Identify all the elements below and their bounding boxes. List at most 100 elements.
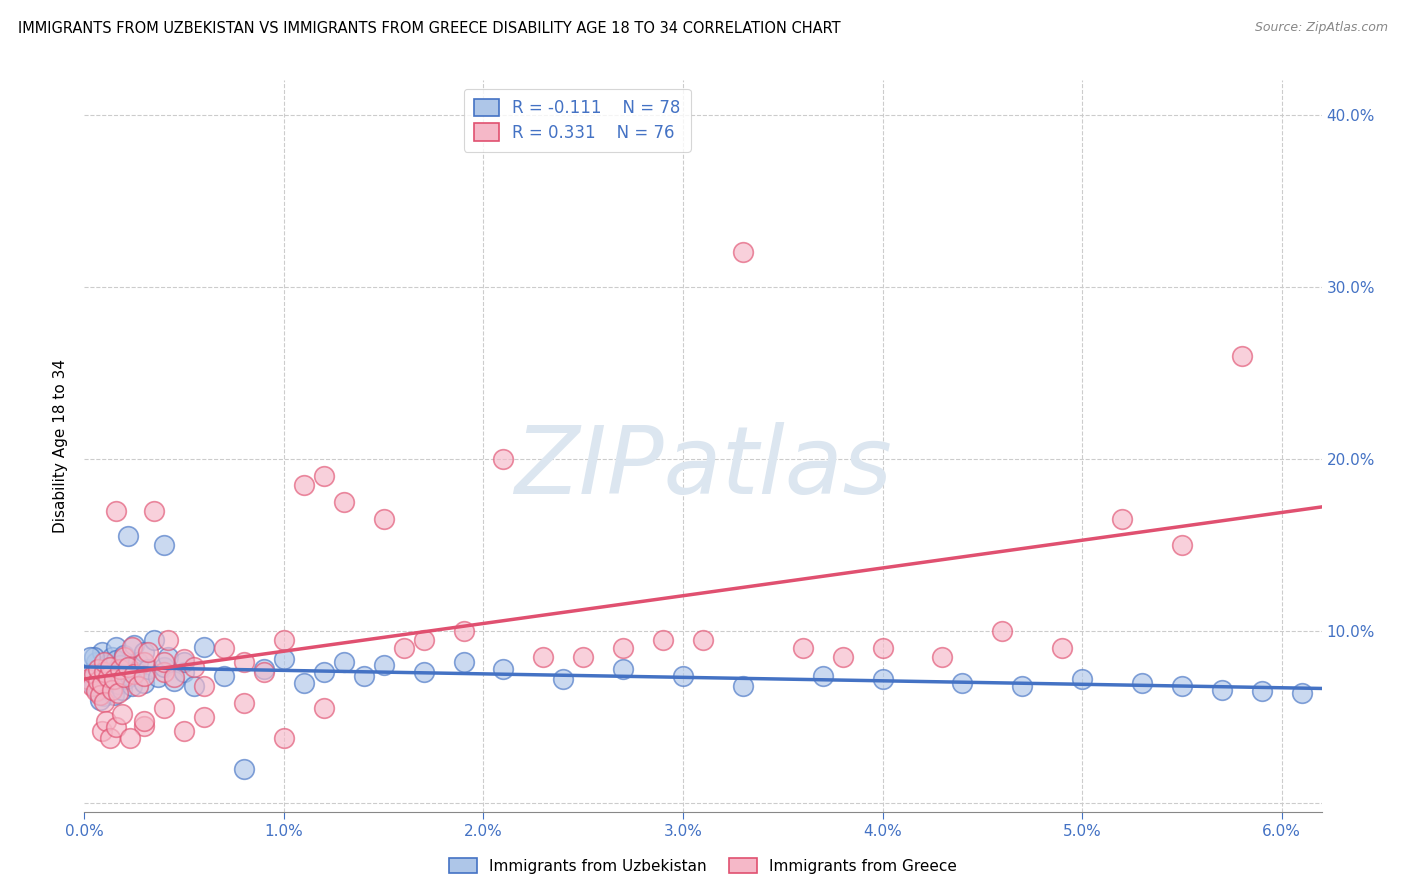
Point	[93, 665, 115, 680]
Point	[134, 719, 156, 733]
Point	[110, 671, 132, 685]
Point	[93, 655, 115, 669]
Point	[831, 649, 853, 664]
Point	[110, 658, 132, 673]
Text: Source: ZipAtlas.com: Source: ZipAtlas.com	[1254, 21, 1388, 34]
Point	[121, 679, 143, 693]
Point	[97, 669, 120, 683]
Point	[233, 696, 256, 710]
Point	[111, 706, 134, 721]
Point	[531, 649, 554, 664]
Point	[79, 649, 101, 664]
Point	[173, 665, 195, 680]
Point	[120, 669, 142, 683]
Point	[872, 672, 894, 686]
Point	[87, 662, 110, 676]
Point	[143, 632, 166, 647]
Point	[127, 679, 149, 693]
Point	[1171, 679, 1194, 693]
Point	[412, 665, 434, 680]
Point	[333, 655, 356, 669]
Legend: Immigrants from Uzbekistan, Immigrants from Greece: Immigrants from Uzbekistan, Immigrants f…	[443, 852, 963, 880]
Point	[117, 529, 139, 543]
Point	[93, 665, 115, 680]
Point	[253, 662, 276, 676]
Point	[89, 673, 111, 688]
Point	[373, 658, 395, 673]
Point	[134, 669, 156, 683]
Point	[122, 667, 145, 681]
Point	[83, 649, 105, 664]
Point	[101, 660, 124, 674]
Point	[692, 632, 714, 647]
Point	[93, 677, 115, 691]
Point	[122, 638, 145, 652]
Point	[98, 681, 121, 695]
Point	[83, 679, 105, 693]
Legend: R = -0.111    N = 78, R = 0.331    N = 76: R = -0.111 N = 78, R = 0.331 N = 76	[464, 88, 690, 152]
Point	[89, 688, 111, 702]
Point	[89, 693, 111, 707]
Point	[373, 512, 395, 526]
Point	[1171, 538, 1194, 552]
Point	[183, 660, 205, 674]
Point	[163, 673, 186, 688]
Point	[1211, 682, 1233, 697]
Point	[273, 651, 295, 665]
Point	[77, 667, 100, 681]
Point	[136, 645, 159, 659]
Text: ZIPatlas: ZIPatlas	[515, 423, 891, 514]
Point	[173, 655, 195, 669]
Point	[103, 664, 125, 678]
Point	[91, 677, 114, 691]
Point	[792, 641, 814, 656]
Point	[112, 649, 135, 664]
Point	[453, 624, 475, 638]
Point	[86, 684, 108, 698]
Point	[98, 671, 121, 685]
Point	[652, 632, 675, 647]
Point	[173, 723, 195, 738]
Point	[453, 655, 475, 669]
Point	[91, 723, 114, 738]
Point	[112, 662, 135, 676]
Point	[111, 682, 134, 697]
Point	[731, 245, 754, 260]
Point	[77, 672, 100, 686]
Text: IMMIGRANTS FROM UZBEKISTAN VS IMMIGRANTS FROM GREECE DISABILITY AGE 18 TO 34 COR: IMMIGRANTS FROM UZBEKISTAN VS IMMIGRANTS…	[18, 21, 841, 36]
Point	[952, 675, 974, 690]
Point	[1250, 684, 1272, 698]
Point	[312, 701, 335, 715]
Point	[105, 653, 128, 667]
Point	[292, 477, 315, 491]
Point	[412, 632, 434, 647]
Point	[193, 710, 215, 724]
Point	[173, 651, 195, 665]
Point	[991, 624, 1014, 638]
Point	[105, 640, 128, 654]
Point	[233, 762, 256, 776]
Point	[1111, 512, 1133, 526]
Point	[115, 672, 138, 686]
Point	[392, 641, 415, 656]
Point	[353, 669, 375, 683]
Point	[112, 671, 135, 685]
Point	[120, 731, 142, 745]
Point	[1050, 641, 1073, 656]
Point	[253, 665, 276, 680]
Point	[1130, 675, 1153, 690]
Point	[107, 686, 129, 700]
Point	[105, 720, 128, 734]
Point	[98, 660, 121, 674]
Point	[127, 655, 149, 669]
Point	[87, 662, 110, 676]
Point	[872, 641, 894, 656]
Point	[1230, 349, 1253, 363]
Point	[97, 657, 120, 671]
Point	[157, 649, 180, 664]
Point	[103, 688, 125, 702]
Point	[492, 451, 515, 466]
Point	[731, 679, 754, 693]
Point	[83, 667, 105, 681]
Point	[163, 671, 186, 685]
